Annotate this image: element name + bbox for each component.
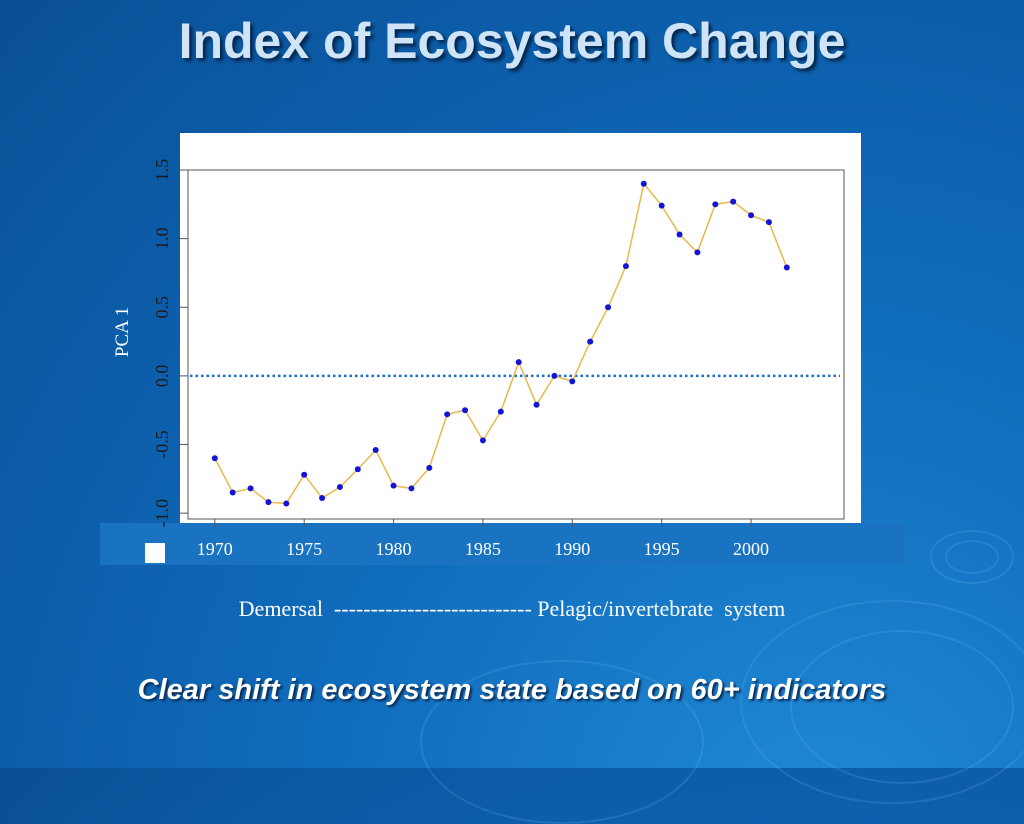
data-point bbox=[229, 489, 236, 496]
x-tick-label: 1990 bbox=[554, 539, 590, 559]
data-point bbox=[336, 484, 343, 491]
data-point bbox=[730, 198, 737, 205]
data-point bbox=[748, 212, 755, 219]
data-point bbox=[587, 338, 594, 345]
x-tick-label: 1980 bbox=[376, 539, 412, 559]
plot-frame bbox=[187, 169, 845, 520]
data-point bbox=[354, 466, 361, 473]
data-point bbox=[605, 304, 612, 311]
data-point bbox=[658, 202, 665, 209]
x-tick-label: 1995 bbox=[644, 539, 680, 559]
data-point bbox=[390, 482, 397, 489]
x-tick-label: 1975 bbox=[286, 539, 322, 559]
data-point bbox=[551, 372, 558, 379]
slide-subtitle: Clear shift in ecosystem state based on … bbox=[137, 674, 887, 706]
y-tick-label: 1.5 bbox=[152, 159, 172, 182]
data-point bbox=[497, 408, 504, 415]
y-tick-label: 0.0 bbox=[152, 365, 172, 388]
y-tick-label: 0.5 bbox=[152, 296, 172, 319]
data-point bbox=[372, 447, 379, 453]
y-axis-label: PCA 1 bbox=[112, 307, 133, 357]
background-ripple bbox=[945, 540, 999, 574]
y-tick-label: -1.0 bbox=[152, 499, 172, 528]
data-point bbox=[462, 407, 469, 414]
x-tick-label: 1970 bbox=[197, 539, 233, 559]
data-point bbox=[533, 401, 540, 408]
y-tick-label: 1.0 bbox=[152, 227, 172, 250]
white-square-marker bbox=[145, 543, 165, 563]
data-point bbox=[569, 378, 576, 385]
data-point bbox=[283, 500, 290, 507]
axis-label-strip bbox=[100, 523, 905, 565]
data-point bbox=[444, 411, 451, 418]
data-point bbox=[640, 180, 647, 187]
scale-caption: Demersal --------------------------- Pel… bbox=[238, 596, 786, 621]
data-point bbox=[676, 231, 683, 238]
data-point bbox=[211, 455, 218, 462]
data-point bbox=[622, 263, 629, 270]
x-tick-label: 2000 bbox=[733, 539, 769, 559]
data-point bbox=[479, 437, 486, 444]
data-point bbox=[408, 485, 415, 492]
background-ripple bbox=[930, 530, 1014, 584]
data-point bbox=[426, 464, 433, 471]
series-line bbox=[214, 182, 788, 505]
chart: -1.0 -0.5 0.0 0.5 1.0 1.5 PCA 1 1970 1975 1980 198… bbox=[112, 158, 845, 559]
plot-area-background bbox=[180, 133, 861, 523]
data-point bbox=[783, 264, 790, 271]
slide-title: Index of Ecosystem Change bbox=[178, 13, 846, 69]
data-point bbox=[319, 495, 326, 502]
data-point bbox=[301, 471, 308, 478]
data-point bbox=[247, 485, 254, 492]
data-point bbox=[265, 499, 272, 506]
y-tick-label: -0.5 bbox=[152, 430, 172, 459]
data-point bbox=[765, 219, 772, 226]
data-point bbox=[712, 201, 719, 208]
x-tick-label: 1985 bbox=[465, 539, 501, 559]
data-point bbox=[515, 359, 522, 366]
data-point bbox=[694, 249, 701, 256]
